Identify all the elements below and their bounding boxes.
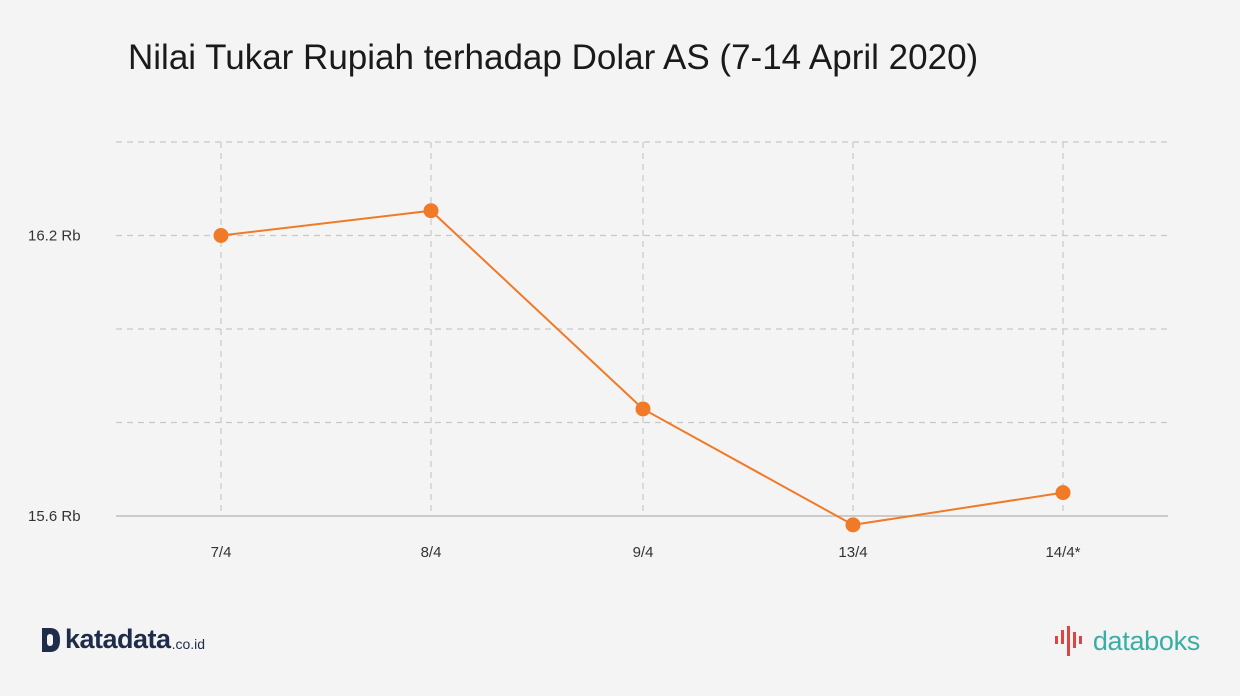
katadata-logo: katadata .co.id [40,624,205,655]
series-line-group [213,203,1071,533]
x-tick-label: 9/4 [633,544,654,561]
line-chart: 15.6 Rb 16.2 Rb 7/4 8/4 9/4 13/4 14/4* [28,141,1168,561]
vertical-gridlines [220,142,1064,516]
y-axis-tick-labels: 15.6 Rb 16.2 Rb [28,228,81,526]
series-line [220,209,1064,526]
y-tick-label: 16.2 Rb [28,228,81,245]
horizontal-gridlines [116,141,1168,424]
databoks-wordmark: databoks [1092,625,1200,656]
data-point [635,401,651,417]
x-tick-label: 7/4 [211,544,232,561]
x-tick-label: 13/4 [838,544,867,561]
katadata-wordmark: katadata [65,624,171,654]
databoks-bars-icon [1054,626,1082,656]
x-tick-label: 8/4 [421,544,442,561]
data-point [213,228,229,243]
katadata-domain-suffix: .co.id [171,636,206,652]
data-point [423,203,439,219]
x-tick-label: 14/4* [1045,544,1080,561]
chart-title: Nilai Tukar Rupiah terhadap Dolar AS (7-… [128,38,979,77]
data-point [1055,485,1071,501]
katadata-mark-icon [42,627,60,652]
databoks-logo: databoks [1053,624,1200,658]
x-axis-tick-labels: 7/4 8/4 9/4 13/4 14/4* [211,544,1081,561]
y-tick-label: 15.6 Rb [28,508,81,525]
data-point [845,517,861,533]
